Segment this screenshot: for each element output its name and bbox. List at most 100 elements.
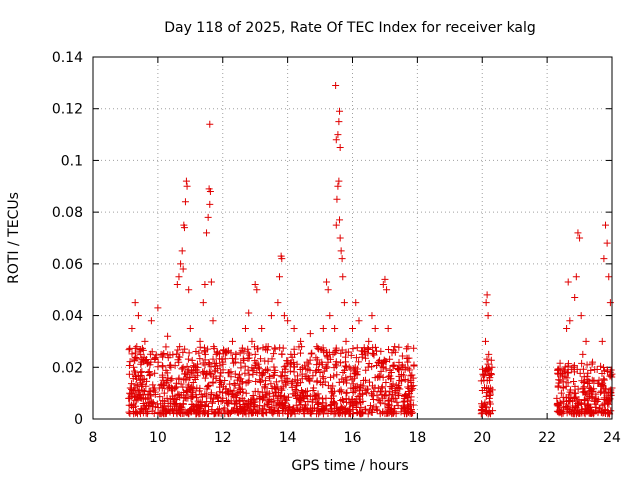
scatter-point-background: [218, 389, 226, 397]
scatter-point: [579, 350, 587, 358]
scatter-point: [407, 376, 415, 384]
scatter-point-background: [328, 389, 336, 397]
scatter-point-background: [347, 365, 355, 373]
scatter-point-background: [324, 409, 332, 417]
scatter-point: [595, 376, 603, 384]
scatter-point-background: [285, 403, 293, 411]
scatter-point-background: [407, 393, 415, 401]
scatter-point-background: [308, 406, 316, 414]
scatter-point-background: [586, 403, 594, 411]
scatter-point-background: [262, 366, 270, 374]
scatter-point-background: [409, 401, 417, 409]
scatter-point-background: [587, 366, 595, 374]
scatter-point-background: [352, 369, 360, 377]
scatter-point-background: [346, 372, 354, 380]
scatter-point-background: [234, 409, 242, 417]
scatter-point-background: [363, 385, 371, 393]
scatter-point-background: [138, 368, 146, 376]
data-points: [125, 81, 616, 410]
scatter-point-background: [263, 400, 271, 408]
scatter-point-background: [278, 401, 286, 409]
scatter-point-background: [125, 346, 133, 354]
scatter-point-background: [277, 372, 285, 380]
scatter-point-background: [600, 375, 608, 383]
scatter-point-background: [309, 372, 317, 380]
scatter-point-background: [227, 373, 235, 381]
scatter-point: [126, 384, 134, 392]
scatter-point-background: [295, 343, 303, 351]
scatter-point-background: [131, 371, 139, 379]
scatter-point-background: [185, 366, 193, 374]
scatter-point-background: [209, 355, 217, 363]
scatter-point-background: [298, 375, 306, 383]
scatter-point: [379, 281, 387, 289]
scatter-point: [128, 325, 136, 332]
scatter-point-background: [408, 371, 416, 379]
scatter-point: [133, 343, 141, 351]
scatter-point-background: [358, 390, 366, 398]
scatter-point-background: [378, 383, 386, 391]
scatter-point: [365, 337, 373, 345]
scatter-point-background: [604, 367, 612, 375]
scatter-point-background: [366, 402, 374, 410]
scatter-point-background: [184, 387, 192, 395]
scatter-point-background: [342, 374, 350, 382]
scatter-point-background: [604, 396, 612, 404]
scatter-point: [391, 343, 399, 351]
scatter-point: [602, 221, 610, 229]
scatter-point-background: [250, 402, 258, 410]
y-tick-label: 0: [74, 412, 83, 428]
scatter-point-background: [483, 355, 491, 363]
scatter-point-background: [196, 407, 204, 415]
scatter-point: [378, 384, 386, 392]
scatter-point-background: [191, 375, 199, 383]
x-tick-label: 12: [214, 430, 232, 446]
scatter-point: [228, 337, 236, 345]
scatter-point: [290, 325, 298, 332]
scatter-point-background: [203, 398, 211, 406]
scatter-point-background: [193, 372, 201, 380]
scatter-point-background: [219, 397, 227, 405]
scatter-point-background: [270, 350, 278, 358]
axis-ticks: 8 10 12 14 16 18 20 22 24 0 0.02 0.04 0.06 0.08 0.1 0.1…: [52, 50, 621, 446]
scatter-point: [204, 213, 212, 221]
scatter-point: [404, 358, 412, 366]
scatter-point: [374, 358, 382, 366]
scatter-point-background: [268, 384, 276, 392]
scatter-point-background: [258, 372, 266, 380]
scatter-point-background: [340, 366, 348, 374]
scatter-point: [182, 177, 190, 185]
scatter-point-background: [583, 375, 591, 383]
scatter-point-background: [211, 366, 219, 374]
scatter-point-background: [330, 364, 338, 372]
scatter-point-background: [134, 382, 142, 390]
scatter-point: [352, 299, 360, 307]
scatter-point-background: [386, 372, 394, 380]
scatter-point: [483, 291, 491, 299]
scatter-point-background: [239, 403, 247, 411]
scatter-point: [280, 312, 288, 320]
scatter-point-background: [267, 380, 275, 388]
scatter-point-background: [145, 387, 153, 395]
scatter-point-background: [333, 371, 341, 379]
scatter-point-background: [407, 405, 415, 413]
scatter-point-background: [315, 410, 323, 418]
scatter-point-background: [231, 381, 239, 389]
scatter-point-background: [144, 359, 152, 367]
scatter-point: [381, 275, 389, 283]
scatter-point-background: [182, 375, 190, 383]
scatter-point-background: [245, 371, 253, 379]
scatter-point-background: [135, 347, 143, 355]
scatter-point: [332, 221, 340, 229]
scatter-point-background: [370, 396, 378, 404]
scatter-point-background: [369, 344, 377, 352]
scatter-point-background: [483, 389, 491, 397]
scatter-point-background: [209, 379, 217, 387]
scatter-point-background: [348, 376, 356, 384]
x-tick-label: 16: [344, 430, 362, 446]
scatter-point-background: [400, 371, 408, 379]
scatter-point: [394, 384, 402, 392]
scatter-point-background: [477, 410, 485, 418]
scatter-point-background: [404, 343, 412, 351]
